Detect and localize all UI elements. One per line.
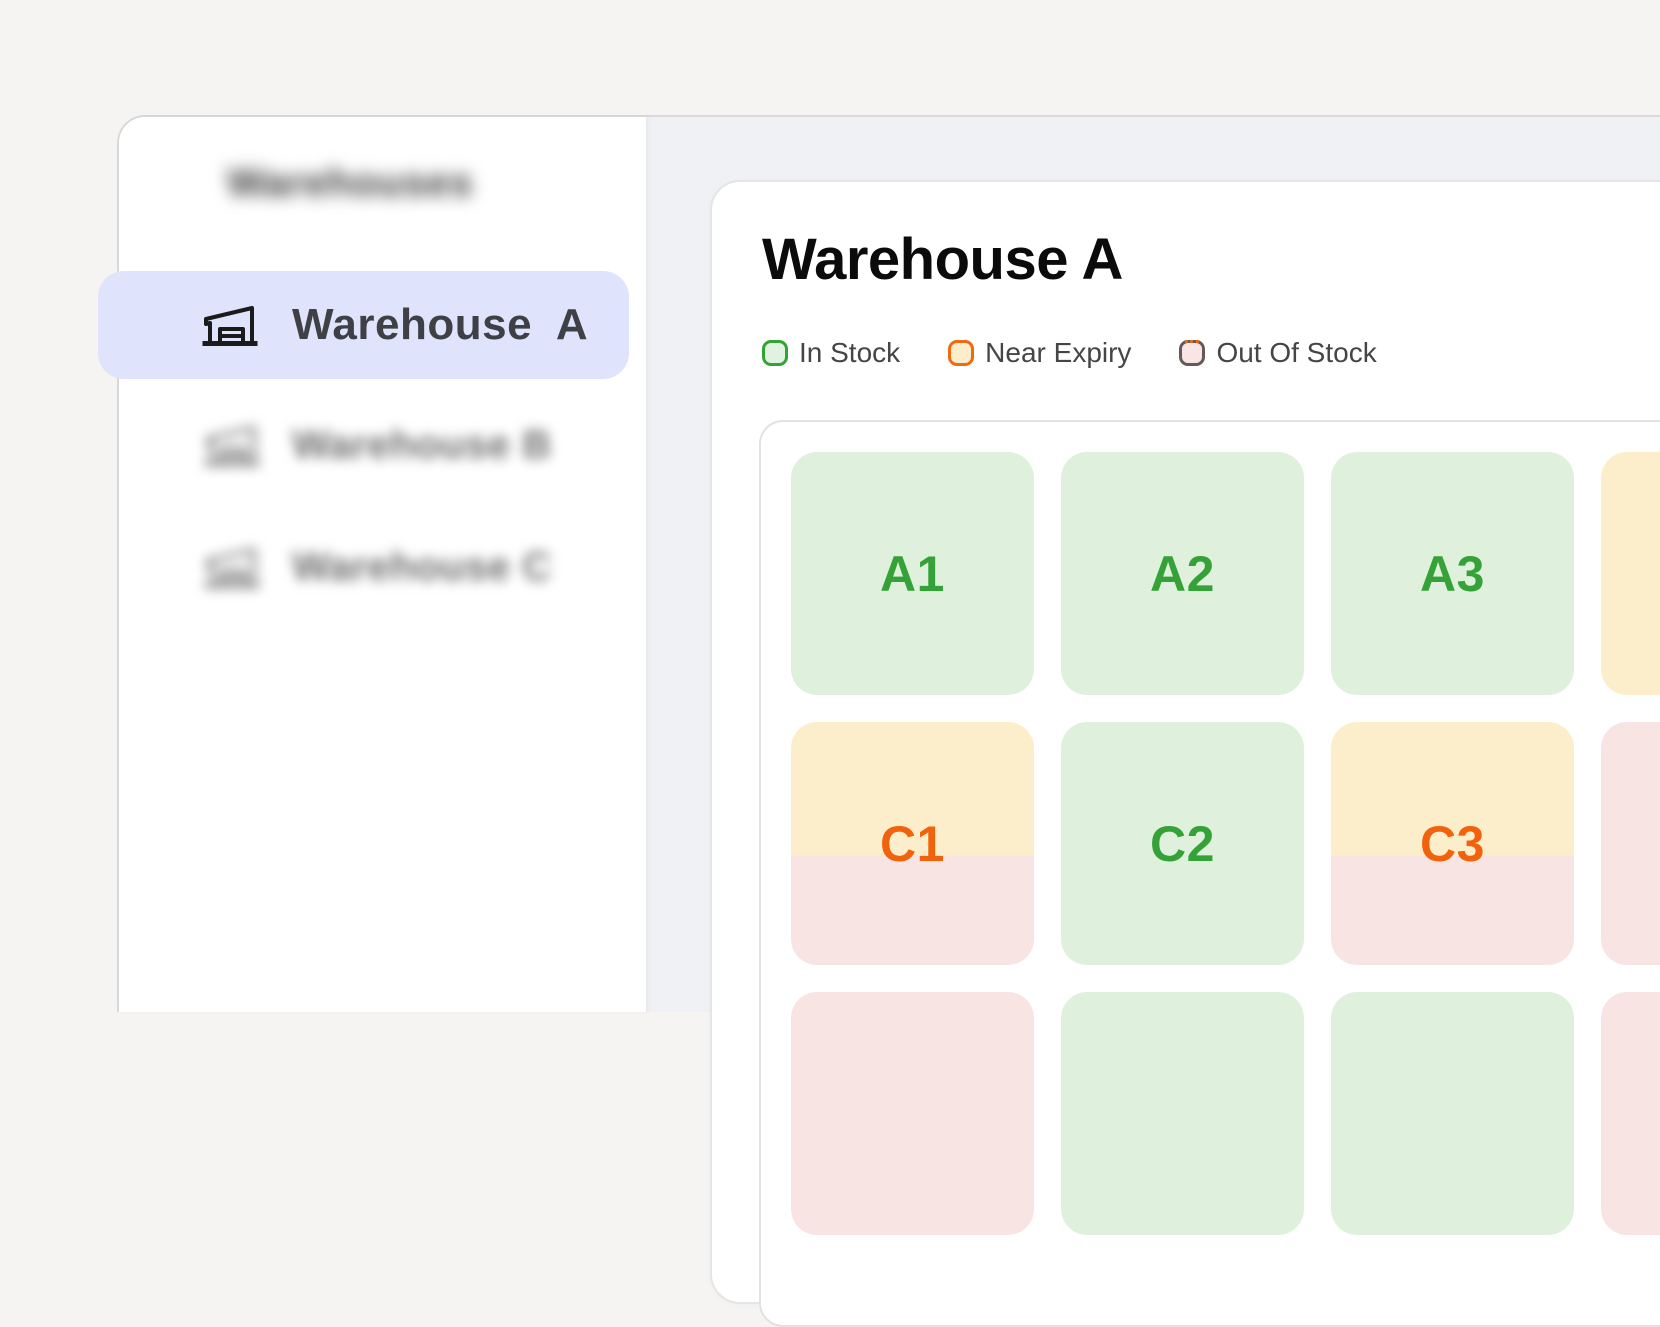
sidebar-title: Warehouses xyxy=(227,161,474,205)
warehouse-grid: A1 A2 A3 C1 C2 C3 xyxy=(791,452,1660,1235)
grid-cell[interactable] xyxy=(1061,992,1304,1235)
legend-item-near-expiry: Near Expiry xyxy=(948,337,1131,369)
warehouse-icon xyxy=(204,548,260,588)
grid-cell[interactable] xyxy=(1601,722,1660,965)
grid-cell-label: A3 xyxy=(1420,545,1485,602)
grid-cell-label: C2 xyxy=(1150,815,1215,872)
grid-cell-label: C3 xyxy=(1420,815,1485,872)
legend-label: In Stock xyxy=(799,337,901,368)
main-panel: Warehouse A In Stock Near Expiry Out Of … xyxy=(710,180,1660,1327)
sidebar-item-warehouse-b[interactable]: Warehouse B xyxy=(204,413,552,477)
sidebar: Warehouses Warehouse A Warehouse B xyxy=(98,117,647,1012)
sidebar-item-label: Warehouse A xyxy=(292,300,589,349)
warehouse-icon xyxy=(202,306,258,346)
in-stock-swatch-icon xyxy=(762,340,788,366)
legend-label: Out Of Stock xyxy=(1216,337,1377,368)
grid-cell-c3[interactable]: C3 xyxy=(1331,722,1574,965)
grid-cell-a2[interactable]: A2 xyxy=(1061,452,1304,695)
grid-cell-a3[interactable]: A3 xyxy=(1331,452,1574,695)
sidebar-item-label: Warehouse B xyxy=(292,422,552,467)
sidebar-item-label: Warehouse C xyxy=(292,544,552,589)
legend-item-out-of-stock: Out Of Stock xyxy=(1179,337,1377,369)
grid-cell[interactable] xyxy=(791,992,1034,1235)
warehouse-grid-panel: A1 A2 A3 C1 C2 C3 xyxy=(759,420,1660,1327)
grid-cell-label: A2 xyxy=(1150,545,1215,602)
warehouse-icon xyxy=(204,426,260,466)
out-of-stock-swatch-icon xyxy=(1179,340,1206,366)
legend-label: Near Expiry xyxy=(985,337,1132,368)
status-legend: In Stock Near Expiry Out Of Stock xyxy=(762,335,1377,371)
grid-cell-label: C1 xyxy=(880,815,945,872)
page-title: Warehouse A xyxy=(762,227,1123,292)
legend-item-in-stock: In Stock xyxy=(762,337,900,369)
grid-cell-c2[interactable]: C2 xyxy=(1061,722,1304,965)
sidebar-item-warehouse-a[interactable]: Warehouse A xyxy=(98,271,629,379)
grid-cell-c1[interactable]: C1 xyxy=(791,722,1034,965)
near-expiry-swatch-icon xyxy=(948,340,975,366)
grid-cell[interactable] xyxy=(1601,452,1660,695)
grid-cell-label: A1 xyxy=(880,545,945,602)
grid-cell[interactable] xyxy=(1601,992,1660,1235)
grid-cell[interactable] xyxy=(1331,992,1574,1235)
grid-cell-a1[interactable]: A1 xyxy=(791,452,1034,695)
sidebar-item-warehouse-c[interactable]: Warehouse C xyxy=(204,535,552,599)
